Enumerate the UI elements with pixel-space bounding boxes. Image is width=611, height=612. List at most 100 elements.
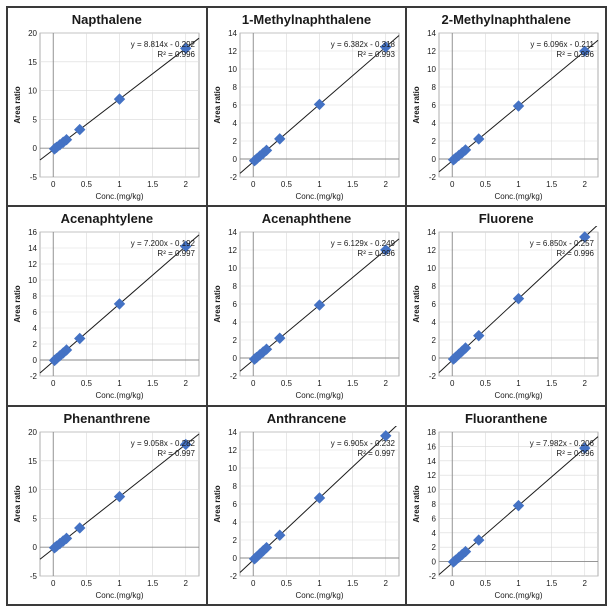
svg-text:6: 6: [33, 308, 38, 317]
svg-text:2: 2: [432, 543, 437, 552]
svg-text:1.5: 1.5: [546, 579, 558, 588]
chart-title: Acenaphthene: [208, 211, 406, 226]
svg-text:1.5: 1.5: [347, 379, 359, 388]
r2-text: R² = 0.997: [357, 449, 395, 458]
svg-text:1: 1: [517, 180, 522, 189]
svg-text:0: 0: [432, 557, 437, 566]
svg-text:0.5: 0.5: [480, 379, 492, 388]
svg-text:10: 10: [427, 65, 436, 74]
svg-text:8: 8: [232, 282, 237, 291]
svg-text:8: 8: [432, 282, 437, 291]
y-axis-label: Area ratio: [13, 286, 22, 323]
svg-text:5: 5: [33, 514, 38, 523]
svg-text:14: 14: [427, 29, 436, 38]
svg-text:1.5: 1.5: [147, 379, 159, 388]
x-axis-label: Conc.(mg/kg): [495, 192, 543, 201]
svg-text:1.5: 1.5: [347, 180, 359, 189]
y-axis-label: Area ratio: [412, 86, 421, 123]
x-axis-label: Conc.(mg/kg): [295, 591, 343, 600]
svg-text:12: 12: [228, 47, 237, 56]
svg-text:1: 1: [117, 379, 122, 388]
svg-text:0: 0: [450, 180, 455, 189]
svg-text:0: 0: [432, 155, 437, 164]
svg-text:2: 2: [232, 336, 237, 345]
svg-text:4: 4: [232, 318, 237, 327]
svg-text:0.5: 0.5: [280, 379, 292, 388]
svg-text:2: 2: [432, 336, 437, 345]
svg-text:14: 14: [28, 244, 37, 253]
r2-text: R² = 0.997: [157, 449, 195, 458]
svg-text:10: 10: [228, 65, 237, 74]
scatter-chart: -20246810121400.511.52y = 6.096x - 0.211…: [407, 27, 604, 203]
x-axis-label: Conc.(mg/kg): [495, 391, 543, 400]
svg-text:0: 0: [450, 379, 455, 388]
chart-title: Fluoranthene: [407, 411, 605, 426]
svg-text:0: 0: [51, 379, 56, 388]
svg-text:0: 0: [251, 379, 256, 388]
equation-text: y = 8.814x - 0.292: [131, 40, 196, 49]
svg-text:2: 2: [583, 180, 588, 189]
svg-text:0.5: 0.5: [81, 180, 93, 189]
x-axis-label: Conc.(mg/kg): [95, 391, 143, 400]
x-axis-label: Conc.(mg/kg): [95, 192, 143, 201]
chart-title: Anthrancene: [208, 411, 406, 426]
svg-text:1.5: 1.5: [546, 180, 558, 189]
svg-text:1: 1: [317, 379, 322, 388]
r2-text: R² = 0.997: [157, 249, 195, 258]
svg-text:18: 18: [427, 428, 436, 437]
chart-title: 2-Methylnaphthalene: [407, 12, 605, 27]
svg-text:6: 6: [232, 300, 237, 309]
svg-text:0: 0: [450, 579, 455, 588]
scatter-chart: -202468101214161800.511.52y = 7.982x - 0…: [407, 426, 604, 602]
chart-title: Acenaphtylene: [8, 211, 206, 226]
svg-text:1: 1: [117, 579, 122, 588]
equation-text: y = 6.382x - 0.318: [330, 40, 395, 49]
svg-text:10: 10: [228, 464, 237, 473]
svg-text:2: 2: [583, 579, 588, 588]
chart-cell: Fluoranthene-202468101214161800.511.52y …: [406, 406, 606, 605]
svg-text:-5: -5: [30, 572, 38, 581]
y-axis-label: Area ratio: [412, 485, 421, 522]
svg-text:2: 2: [383, 180, 388, 189]
r2-text: R² = 0.996: [557, 50, 595, 59]
svg-text:0.5: 0.5: [480, 579, 492, 588]
svg-text:15: 15: [28, 58, 37, 67]
svg-text:2: 2: [232, 137, 237, 146]
svg-text:14: 14: [228, 29, 237, 38]
svg-text:-2: -2: [429, 173, 437, 182]
svg-text:-2: -2: [30, 372, 38, 381]
svg-text:0: 0: [33, 144, 38, 153]
svg-text:0: 0: [251, 180, 256, 189]
r2-text: R² = 0.996: [557, 249, 595, 258]
svg-text:1: 1: [317, 180, 322, 189]
svg-text:0: 0: [51, 180, 56, 189]
x-axis-label: Conc.(mg/kg): [295, 391, 343, 400]
svg-text:14: 14: [228, 228, 237, 237]
svg-text:12: 12: [228, 246, 237, 255]
svg-text:15: 15: [28, 456, 37, 465]
svg-text:14: 14: [427, 456, 436, 465]
svg-text:1.5: 1.5: [147, 579, 159, 588]
svg-text:5: 5: [33, 115, 38, 124]
svg-text:-2: -2: [429, 572, 437, 581]
svg-text:20: 20: [28, 29, 37, 38]
chart-cell: 1-Methylnaphthalene-20246810121400.511.5…: [207, 7, 407, 206]
svg-text:12: 12: [228, 446, 237, 455]
svg-text:2: 2: [432, 137, 437, 146]
equation-text: y = 6.905x - 0.232: [330, 439, 395, 448]
svg-text:20: 20: [28, 428, 37, 437]
scatter-chart: -50510152000.511.52y = 8.814x - 0.292R² …: [8, 27, 205, 203]
svg-text:0: 0: [432, 354, 437, 363]
equation-text: y = 6.129x - 0.249: [330, 239, 395, 248]
svg-text:2: 2: [583, 379, 588, 388]
svg-text:1.5: 1.5: [546, 379, 558, 388]
r2-text: R² = 0.996: [557, 449, 595, 458]
svg-text:10: 10: [228, 264, 237, 273]
scatter-chart: -2024681012141600.511.52y = 7.200x - 0.1…: [8, 226, 205, 402]
svg-text:10: 10: [28, 485, 37, 494]
svg-text:6: 6: [432, 300, 437, 309]
svg-text:-2: -2: [230, 372, 238, 381]
svg-text:0: 0: [251, 579, 256, 588]
svg-text:16: 16: [427, 442, 436, 451]
svg-text:12: 12: [427, 471, 436, 480]
